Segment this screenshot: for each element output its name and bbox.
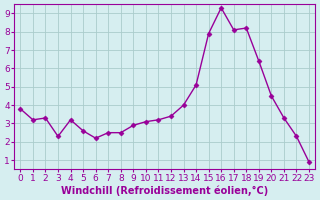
X-axis label: Windchill (Refroidissement éolien,°C): Windchill (Refroidissement éolien,°C)	[61, 185, 268, 196]
